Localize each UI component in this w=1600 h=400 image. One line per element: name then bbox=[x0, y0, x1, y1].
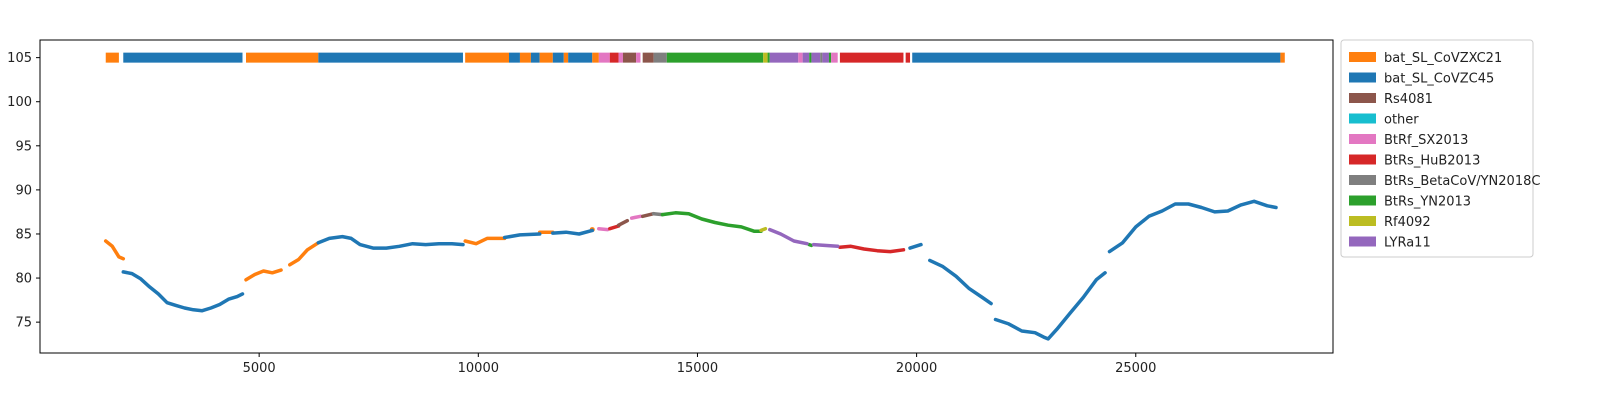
series-line-s5 bbox=[597, 226, 610, 232]
top-bar-segment bbox=[609, 52, 619, 63]
legend-swatch-s10 bbox=[1349, 236, 1376, 247]
y-tick-label: 100 bbox=[7, 95, 32, 110]
series-line-s2 bbox=[551, 228, 595, 236]
top-bar-segment bbox=[798, 52, 803, 63]
top-bar-segment bbox=[105, 52, 119, 63]
series-line-s1 bbox=[288, 241, 321, 267]
top-bar-segment bbox=[809, 52, 812, 63]
top-bar-segment bbox=[763, 52, 768, 63]
y-tick-label: 95 bbox=[15, 139, 32, 154]
series-line-s2 bbox=[908, 242, 923, 250]
legend-label-s3: Rs4081 bbox=[1384, 92, 1433, 107]
x-tick-label: 15000 bbox=[677, 361, 718, 376]
y-tick-label: 85 bbox=[15, 227, 32, 242]
top-bar-segment bbox=[568, 52, 593, 63]
top-bar-segment bbox=[508, 52, 520, 63]
series-line-s9 bbox=[759, 226, 768, 233]
top-bar-segment bbox=[1280, 52, 1285, 63]
legend-label-s10: LYRa11 bbox=[1384, 236, 1431, 251]
legend-swatch-s9 bbox=[1349, 216, 1376, 226]
legend-swatch-s8 bbox=[1349, 195, 1376, 206]
top-bar-segment bbox=[839, 52, 904, 63]
legend: bat_SL_CoVZXC21 bat_SL_CoVZC45 Rs4081 other… bbox=[1340, 39, 1540, 258]
series-line-s5 bbox=[629, 214, 643, 220]
legend-label-s6: BtRs_HuB2013 bbox=[1384, 154, 1480, 169]
legend-swatch-s6 bbox=[1349, 154, 1376, 165]
x-tick-label: 25000 bbox=[1115, 361, 1156, 376]
top-bar-segment bbox=[598, 52, 610, 63]
series-line-s2 bbox=[928, 258, 993, 306]
top-bar-segment bbox=[552, 52, 564, 63]
legend-swatch-s5 bbox=[1349, 134, 1376, 144]
x-tick-label: 10000 bbox=[458, 361, 499, 376]
y-tick-label: 90 bbox=[15, 183, 32, 198]
series-line-s10 bbox=[811, 242, 840, 249]
series-line-s3 bbox=[640, 211, 656, 219]
legend-box bbox=[1340, 39, 1534, 258]
top-bar-segment bbox=[831, 52, 838, 63]
series-line-s2 bbox=[316, 234, 465, 250]
legend-label-s2: bat_SL_CoVZC45 bbox=[1384, 72, 1494, 87]
series-line-s8 bbox=[660, 211, 763, 234]
y-tick-label: 105 bbox=[7, 51, 32, 66]
plot-frame bbox=[39, 39, 1334, 354]
legend-label-s8: BtRs_YN2013 bbox=[1384, 195, 1471, 210]
top-bar-segment bbox=[592, 52, 599, 63]
series-line-s6 bbox=[608, 224, 621, 231]
series-line-s8 bbox=[807, 242, 814, 248]
series-line-s1 bbox=[244, 268, 283, 282]
series-line-s2 bbox=[121, 270, 245, 313]
x-tick-label: 5000 bbox=[243, 361, 276, 376]
x-axis: 5000 10000 15000 20000 25000 bbox=[243, 353, 1156, 376]
top-bar-segment bbox=[465, 52, 509, 63]
top-bar-segment bbox=[246, 52, 319, 63]
top-bar-segment bbox=[636, 52, 641, 63]
top-bar-segment bbox=[769, 52, 799, 63]
legend-label-s7: BtRs_BetaCoV/YN2018C bbox=[1384, 174, 1540, 189]
y-axis: 75 80 85 90 95 100 105 bbox=[7, 51, 40, 331]
top-bar-segment bbox=[563, 52, 569, 63]
series-line-s6 bbox=[838, 244, 906, 254]
legend-swatch-s1 bbox=[1349, 52, 1376, 62]
top-bar-segment bbox=[539, 52, 553, 63]
top-bar-segment bbox=[811, 52, 821, 63]
series-line-s1 bbox=[463, 236, 507, 246]
top-bar-segment bbox=[530, 52, 540, 63]
plot-area bbox=[39, 39, 1334, 354]
series-line-s1 bbox=[103, 239, 126, 261]
x-tick-label: 20000 bbox=[896, 361, 937, 376]
legend-label-s9: Rf4092 bbox=[1384, 215, 1431, 230]
top-bar-segment bbox=[905, 52, 911, 63]
top-bar-segment bbox=[653, 52, 667, 63]
top-bar-segment bbox=[618, 52, 623, 63]
legend-label-s4: other bbox=[1384, 113, 1419, 128]
top-bar-segment bbox=[767, 52, 770, 63]
legend-swatch-s7 bbox=[1349, 175, 1376, 185]
legend-label-s5: BtRf_SX2013 bbox=[1384, 133, 1468, 148]
top-bar-segment bbox=[622, 52, 637, 63]
legend-swatch-s2 bbox=[1349, 72, 1376, 83]
series-line-s2 bbox=[993, 271, 1107, 341]
top-bar-segment bbox=[822, 52, 829, 63]
top-bar-segment bbox=[912, 52, 1281, 63]
series-line-s10 bbox=[768, 227, 809, 246]
top-bar-segment bbox=[642, 52, 654, 63]
y-tick-label: 80 bbox=[15, 272, 32, 287]
legend-swatch-s3 bbox=[1349, 93, 1376, 103]
series-line-s2 bbox=[502, 232, 542, 240]
top-bar-segment bbox=[802, 52, 810, 63]
top-bar-segment bbox=[820, 52, 823, 63]
top-bar-segment bbox=[519, 52, 531, 63]
series-line-s3 bbox=[616, 218, 630, 227]
legend-label-s1: bat_SL_CoVZXC21 bbox=[1384, 51, 1502, 66]
series-line-s2 bbox=[1107, 199, 1278, 254]
top-bar-segment bbox=[666, 52, 764, 63]
legend-swatch-s4 bbox=[1349, 113, 1376, 124]
y-tick-label: 75 bbox=[15, 316, 32, 331]
top-bar-segment bbox=[318, 52, 463, 63]
top-bar-segment bbox=[123, 52, 243, 63]
top-bar-segment bbox=[828, 52, 832, 63]
